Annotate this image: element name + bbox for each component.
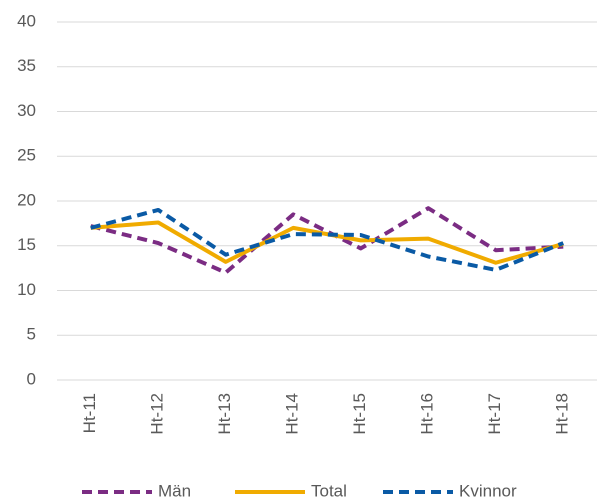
y-tick-label: 5 — [27, 325, 36, 344]
x-tick-label: Ht-15 — [350, 393, 369, 435]
y-tick-label: 30 — [17, 101, 36, 120]
x-tick-label: Ht-18 — [553, 393, 572, 435]
x-tick-label: Ht-12 — [148, 393, 167, 435]
x-tick-label: Ht-16 — [418, 393, 437, 435]
x-tick-label: Ht-17 — [485, 393, 504, 435]
y-tick-label: 40 — [17, 11, 36, 30]
legend-label: Kvinnor — [459, 481, 517, 500]
series-line — [90, 206, 564, 275]
y-tick-label: 35 — [17, 56, 36, 75]
series-line — [90, 207, 564, 272]
y-tick-label: 15 — [17, 235, 36, 254]
x-tick-label: Ht-14 — [283, 393, 302, 435]
legend-label: Män — [158, 481, 191, 500]
y-tick-label: 0 — [27, 369, 36, 388]
y-tick-label: 25 — [17, 146, 36, 165]
legend-label: Total — [311, 481, 347, 500]
y-tick-label: 10 — [17, 280, 36, 299]
series-line — [90, 220, 564, 265]
y-tick-label: 20 — [17, 190, 36, 209]
x-tick-label: Ht-13 — [215, 393, 234, 435]
x-tick-label: Ht-11 — [80, 393, 99, 433]
